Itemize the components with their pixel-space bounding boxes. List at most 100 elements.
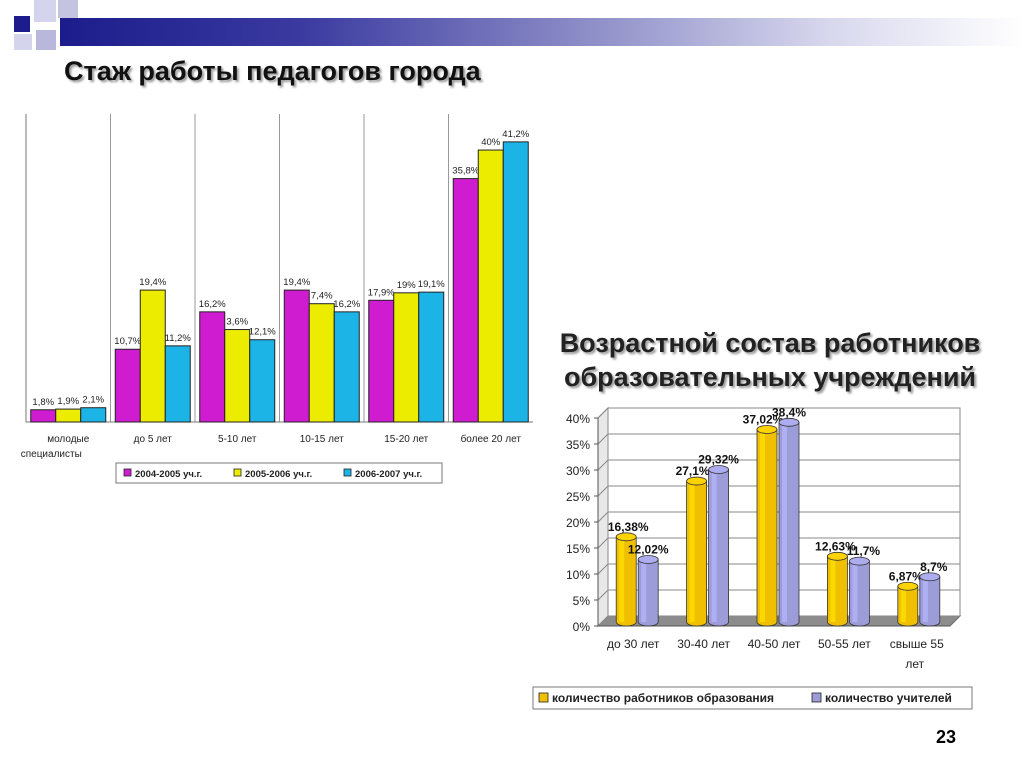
chart2-bar-highlight: [830, 556, 836, 622]
chart1-data-label: 19,4%: [283, 277, 310, 288]
chart1-legend-swatch: [123, 468, 132, 477]
chart2-data-label: 12,02%: [628, 542, 669, 556]
chart1-data-label: 41,2%: [502, 129, 529, 140]
chart1-bar: [393, 292, 420, 423]
chart1-bar: [80, 407, 107, 423]
chart2-category-label: 40-50 лет: [748, 637, 801, 651]
chart1-bar: [249, 339, 276, 423]
chart1-data-label: 12,1%: [249, 327, 276, 338]
chart1-bar: [477, 149, 504, 423]
chart2-y-tick-label: 10%: [566, 568, 590, 582]
chart2-legend: [532, 686, 973, 710]
chart1-legend: [115, 462, 443, 484]
chart2-bar: [778, 417, 800, 627]
chart2-bar: [919, 572, 941, 627]
chart1-data-label: 1,9%: [57, 396, 79, 407]
chart2-bar-highlight: [641, 559, 647, 622]
chart1-data-label: 16,2%: [199, 299, 226, 310]
chart1-data-label: 40%: [481, 137, 501, 148]
chart1-legend-label: 2005-2006 уч.г.: [245, 469, 312, 480]
chart2-bar: [615, 532, 637, 627]
chart1-category-label: молодые: [47, 434, 90, 445]
chart2-bar-highlight: [760, 429, 765, 622]
chart1-data-label: 7,4%: [311, 291, 333, 302]
chart2-y-tick-label: 40%: [566, 412, 590, 426]
chart2-bar-cap: [919, 572, 941, 582]
chart2-data-label: 11,7%: [847, 544, 881, 558]
chart1-legend-swatch: [343, 468, 352, 477]
deco-square: [14, 16, 30, 32]
chart1-category-label: 5-10 лет: [218, 434, 257, 445]
deco-square: [34, 0, 56, 22]
chart2-bar-highlight: [922, 576, 928, 622]
chart2-category-label: 30-40 лет: [677, 637, 730, 651]
chart2-y-tick-label: 0%: [573, 620, 591, 634]
page-number: 23: [936, 727, 957, 747]
chart2-bar: [708, 465, 729, 627]
chart2-category-label: лет: [905, 657, 924, 671]
chart2-bar: [756, 425, 778, 627]
chart1-category-label: 10-15 лет: [300, 434, 344, 445]
chart1-bar: [502, 141, 529, 423]
chart2-data-label: 8,7%: [920, 560, 948, 574]
chart2-title-line1: Возрастной состав работников: [559, 328, 981, 358]
chart2-y-tick-label: 25%: [566, 490, 590, 504]
chart1-data-label: 35,8%: [452, 166, 479, 177]
chart2-bar: [827, 551, 848, 627]
chart2-data-label: 29,32%: [698, 453, 739, 467]
chart2-bar: [849, 556, 870, 627]
chart2-title: Возрастной состав работников образовател…: [540, 326, 1000, 394]
chart2-bar-highlight: [782, 422, 787, 622]
chart1-bar: [114, 348, 141, 423]
chart2-data-label: 12,63%: [815, 539, 856, 553]
chart1-bar: [164, 345, 191, 423]
chart2-y-tick-label: 35%: [566, 438, 590, 452]
slide-title: Стаж работы педагогов города: [64, 56, 481, 86]
chart2-bar-cap: [778, 417, 800, 427]
chart2-category-label: свыше 55: [890, 637, 944, 651]
chart2-bar-highlight: [852, 561, 858, 622]
chart1-category-label: более 20 лет: [461, 433, 522, 445]
chart2-gridline: [597, 485, 960, 497]
chart2-legend-label: количество работников образования: [552, 691, 774, 705]
chart1-category-label: специалисты: [21, 449, 82, 460]
chart2-data-label: 38,4%: [772, 405, 806, 419]
deco-square: [58, 0, 78, 18]
chart2-bar-highlight: [689, 481, 695, 622]
chart1-data-label: 10,7%: [114, 336, 141, 347]
chart2-bar-cap: [615, 532, 637, 542]
chart1-data-label: 19%: [397, 280, 417, 291]
chart2-legend-swatch: [811, 692, 822, 703]
chart1-bar: [199, 311, 226, 423]
chart2-legend-swatch: [538, 692, 549, 703]
deco-square: [36, 30, 56, 50]
chart2-y-tick-label: 15%: [566, 542, 590, 556]
chart2-bar-cap: [708, 465, 729, 474]
chart2-bar-cap: [637, 555, 659, 564]
chart2-bar: [897, 581, 919, 627]
chart1-bar: [452, 178, 479, 423]
chart2-title-line2: образовательных учреждений: [563, 362, 977, 392]
chart2-bar-cap: [686, 476, 707, 486]
chart2-bar-cap: [827, 551, 848, 561]
chart2-bar-cap: [897, 581, 919, 591]
chart2-gridline: [597, 407, 960, 419]
chart2-data-label: 27,1%: [676, 464, 710, 478]
chart2-data-label: 16,38%: [608, 520, 649, 534]
deco-square: [14, 34, 32, 50]
chart2-legend-label: количество учителей: [825, 691, 952, 705]
chart1-data-label: 1,8%: [32, 397, 54, 408]
chart1-bar: [308, 303, 335, 423]
chart1-data-label: 19,4%: [139, 277, 166, 288]
chart1-data-label: 19,1%: [418, 279, 445, 290]
chart2-gridline: [597, 433, 960, 445]
chart1-data-label: 2,1%: [82, 395, 104, 406]
chart2-bar-highlight: [619, 536, 625, 622]
chart1-category-label: до 5 лет: [134, 434, 173, 445]
header-band: [60, 18, 1024, 46]
chart2-category-label: до 30 лет: [607, 637, 660, 651]
chart2-data-label: 6,87%: [889, 569, 923, 583]
chart2-bar-highlight: [900, 586, 906, 622]
